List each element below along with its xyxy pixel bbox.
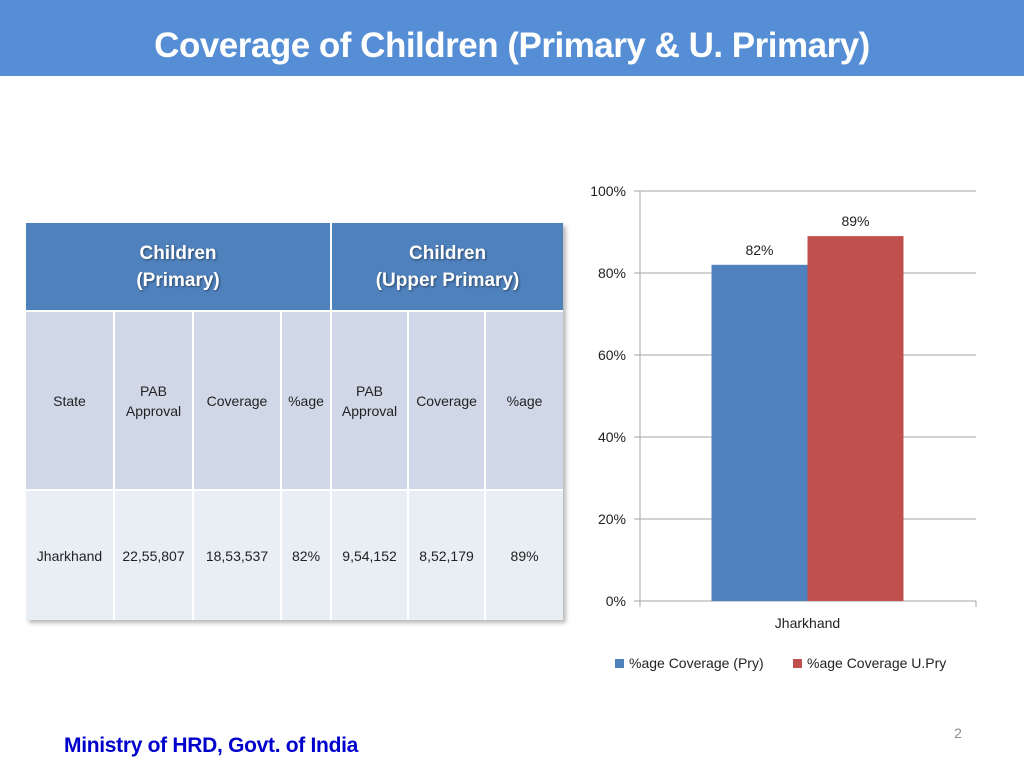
cell-pct-primary: 82% [279,489,332,620]
x-category-label: Jharkhand [775,615,840,631]
col-header-pct-primary-text: %age [288,392,324,409]
footer-organization: Ministry of HRD, Govt. of India [64,734,359,757]
data-label: 82% [745,242,773,258]
bar-upper-primary [807,236,904,601]
col-header-coverage-upper-text: Coverage [416,392,477,409]
legend-label-upper-primary: %age Coverage U.Pry [807,655,946,671]
table-group-header-row: Children (Primary) Children (Upper Prima… [26,223,564,311]
table-column-header-row: State PAB Approval Coverage %age PAB Appro… [26,310,564,490]
page-number: 2 [954,725,962,741]
col-header-pab-primary: PAB Approval [113,310,193,490]
coverage-table: Children (Primary) Children (Upper Prima… [26,223,564,620]
group-header-primary-line1: Children [139,242,217,264]
col-header-pab-upper: PAB Approval [330,310,409,490]
y-tick-label: 40% [598,429,626,445]
col-header-pab-upper-line1: PAB [356,382,384,399]
col-header-state: State [26,310,114,490]
col-header-coverage-upper: Coverage [407,310,486,490]
title-bar [0,0,1024,76]
col-header-state-text: State [53,392,86,409]
cell-state: Jharkhand [26,489,114,620]
y-tick-label: 20% [598,511,626,527]
group-header-primary-line2: (Primary) [136,269,220,291]
cell-pab-upper: 9,54,152 [330,489,409,620]
group-header-upper-primary: Children (Upper Primary) [331,223,564,311]
col-header-pct-upper: %age [484,310,564,490]
col-header-pab-upper-line2: Approval [341,402,398,419]
col-header-pct-primary: %age [279,310,332,490]
bar-primary [711,264,808,601]
col-header-pab-primary-line1: PAB [140,382,167,399]
cell-pab-primary: 22,55,807 [113,489,193,620]
y-tick-label: 80% [598,265,626,281]
cell-pct-upper: 89% [484,489,564,620]
legend-swatch-primary [615,659,624,668]
col-header-coverage-primary: Coverage [192,310,281,490]
group-header-upper-line2: (Upper Primary) [375,269,520,291]
col-header-pab-primary-line2: Approval [125,402,182,419]
group-header-primary: Children (Primary) [26,223,333,311]
y-tick-label: 60% [598,347,626,363]
legend-swatch-upper-primary [793,659,802,668]
cell-coverage-primary: 18,53,537 [192,489,281,620]
legend-label-primary: %age Coverage (Pry) [629,655,764,671]
coverage-bar-chart: 0% 20% 40% 60% 80% 100% 82% 89% Jharkhand %age Co… [590,183,977,671]
y-tick-label: 100% [590,183,626,199]
table-row: Jharkhand 22,55,807 18,53,537 82% 9,54,1… [26,489,564,620]
slide-title: Coverage of Children (Primary & U. Prima… [154,26,870,65]
data-label: 89% [841,213,869,229]
col-header-pct-upper-text: %age [506,392,543,409]
group-header-upper-line1: Children [409,242,487,264]
y-tick-label: 0% [606,593,626,609]
cell-coverage-upper: 8,52,179 [407,489,486,620]
col-header-coverage-primary-text: Coverage [206,392,268,409]
